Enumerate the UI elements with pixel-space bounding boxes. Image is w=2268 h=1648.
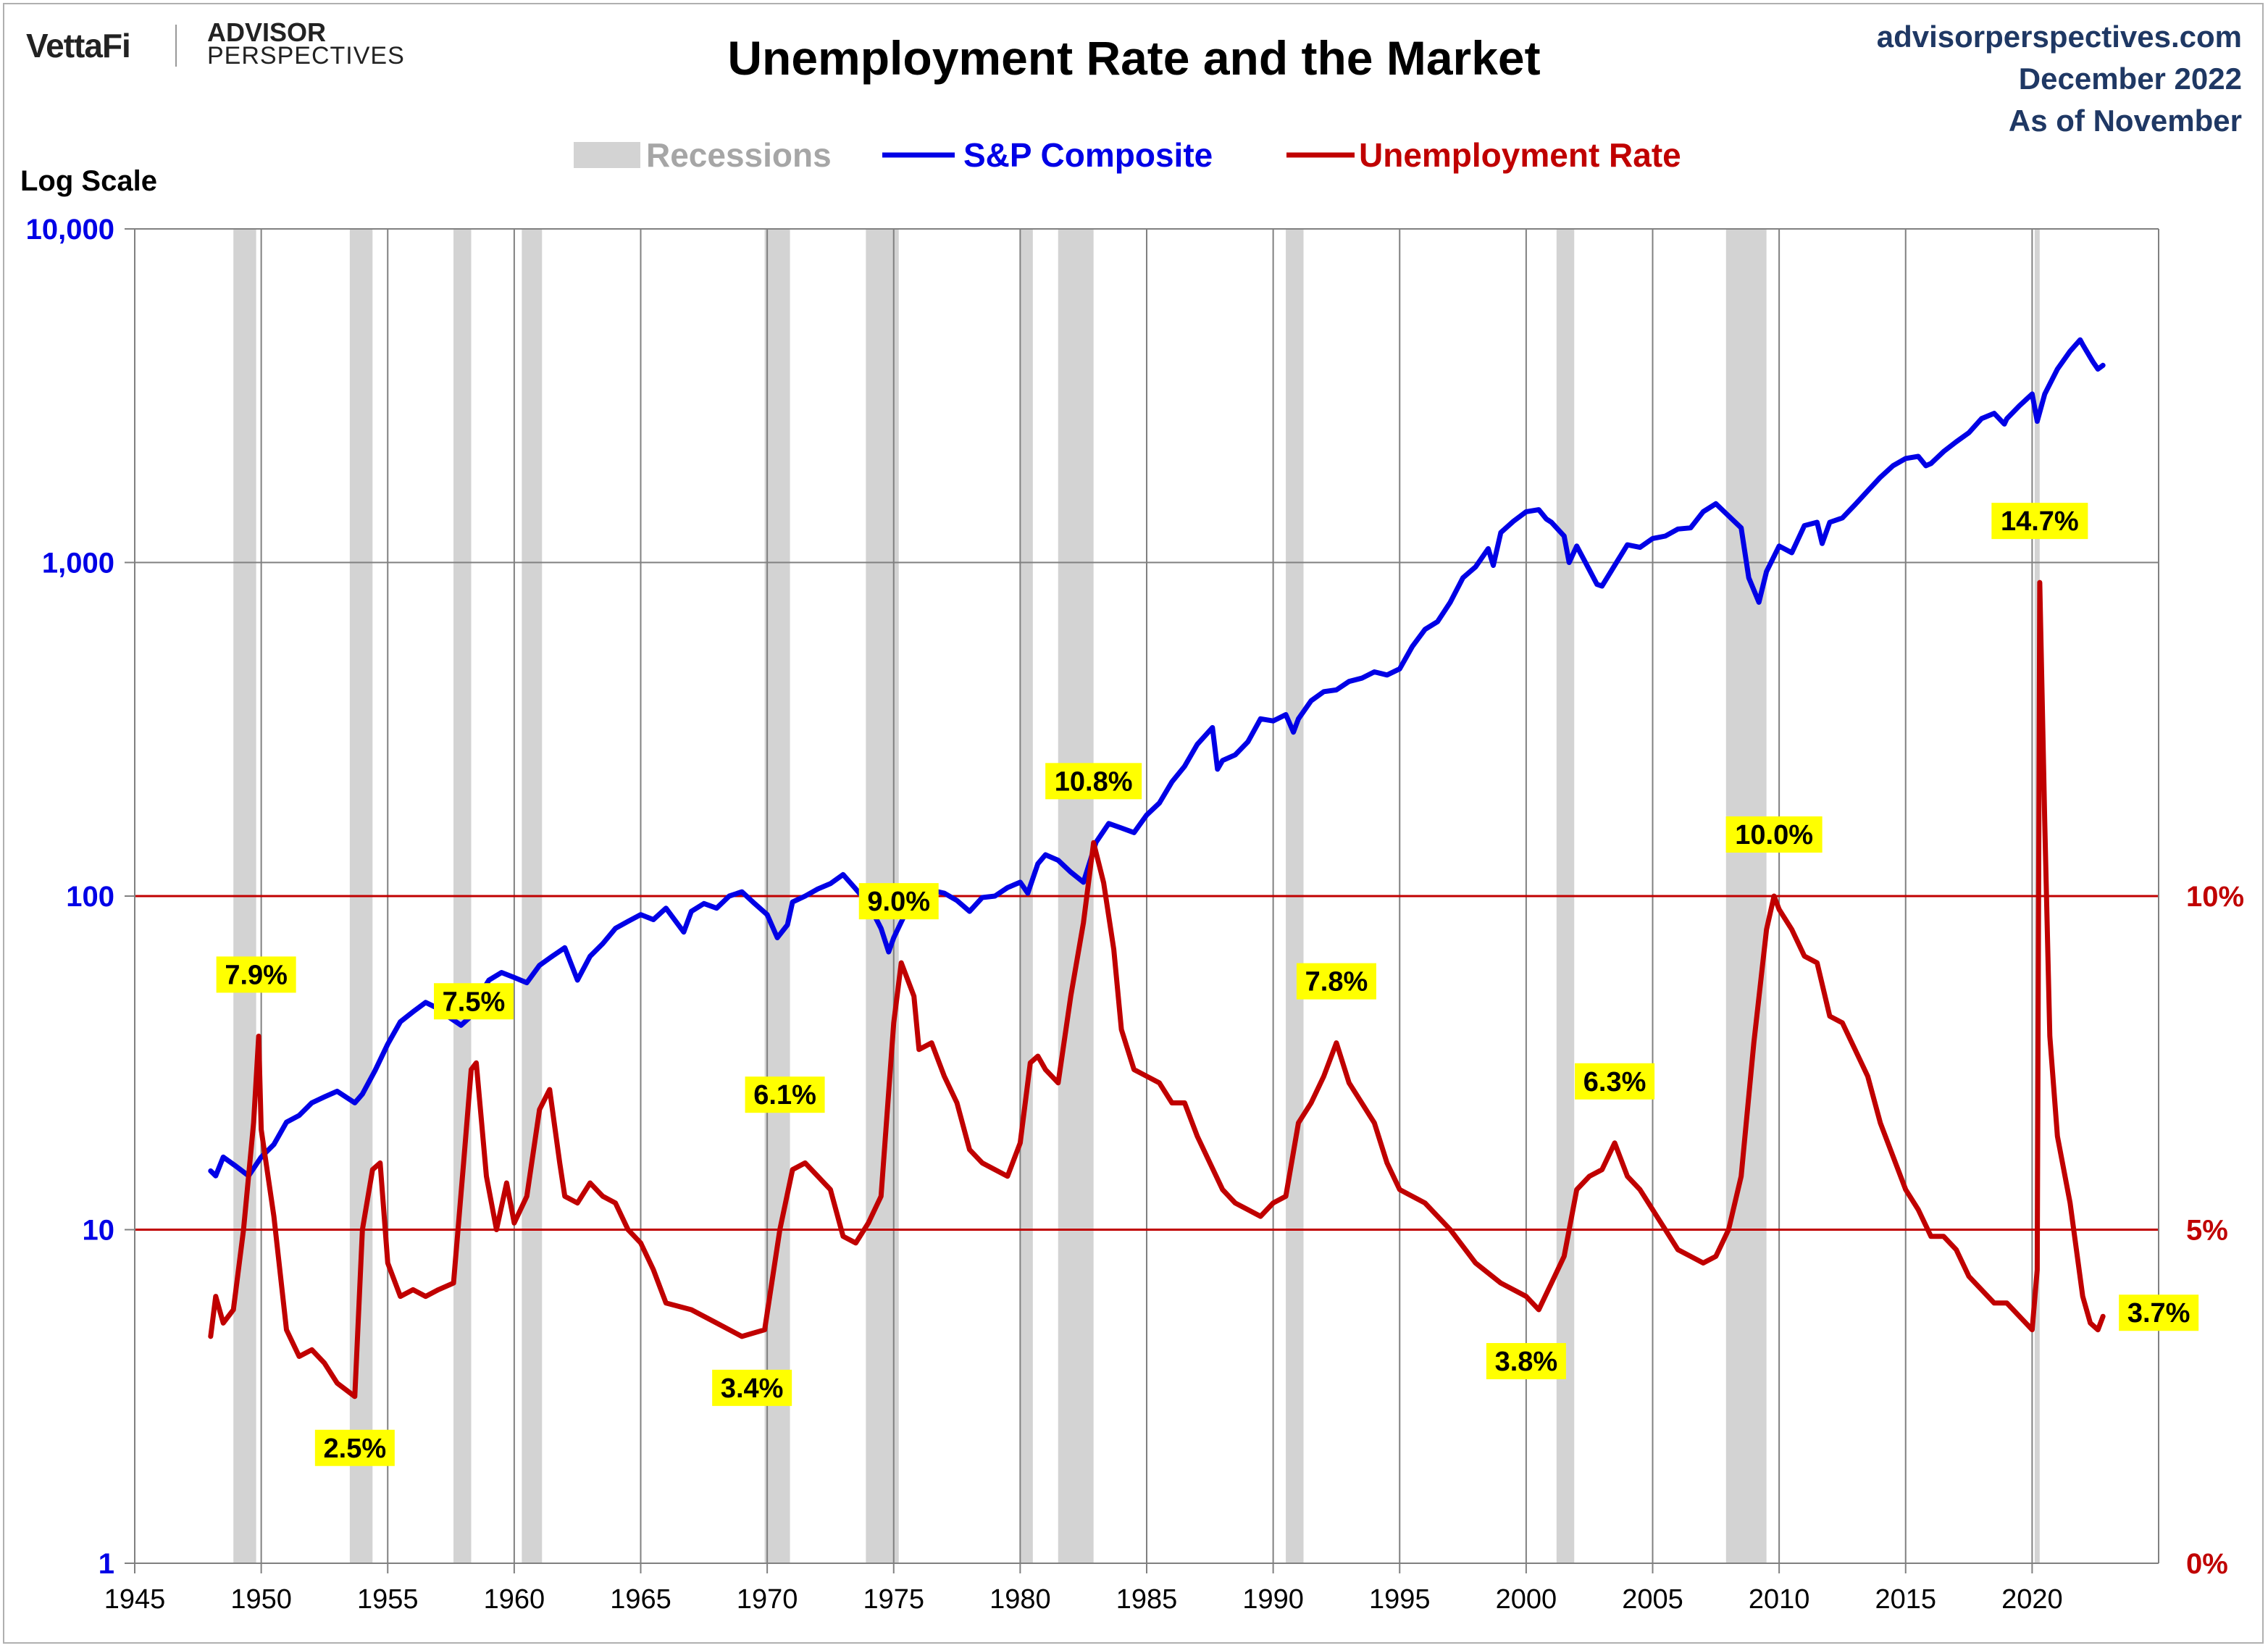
annotation-box <box>1486 1343 1566 1380</box>
x-tick-label: 1975 <box>863 1584 924 1615</box>
y-tick-label-left: 100 <box>66 881 114 913</box>
x-tick-label: 2000 <box>1496 1584 1557 1615</box>
annotation-label: 3.7% <box>2127 1298 2190 1329</box>
y-tick-label-right: 10% <box>2186 881 2244 913</box>
x-tick-label: 2015 <box>1875 1584 1936 1615</box>
y-tick-label-left: 10 <box>83 1215 115 1247</box>
date-label: December 2022 <box>2018 62 2242 96</box>
annotation-box <box>1725 816 1823 853</box>
annotation-box <box>1296 963 1376 1000</box>
x-tick-label: 1985 <box>1116 1584 1178 1615</box>
annotation-label: 2.5% <box>324 1434 387 1464</box>
y-tick-label-left: 10,000 <box>26 214 114 246</box>
annotation-box <box>314 1429 395 1466</box>
y-tick-label-right: 0% <box>2186 1548 2228 1580</box>
annotation-label: 7.8% <box>1305 967 1368 997</box>
annotation-box <box>1991 503 2088 540</box>
annotation-box <box>433 983 514 1020</box>
annotation-box <box>745 1076 825 1113</box>
chart-frame <box>3 3 2264 1644</box>
chart-title: Unemployment Rate and the Market <box>727 31 1541 85</box>
annotation-label: 6.3% <box>1583 1067 1646 1097</box>
y-tick-label-left: 1,000 <box>42 548 114 580</box>
annotation-box <box>1575 1063 1655 1100</box>
annotation-label: 3.8% <box>1495 1347 1558 1377</box>
annotation-box <box>1045 763 1142 800</box>
x-tick-label: 2005 <box>1622 1584 1683 1615</box>
advisor-logo-text: ADVISOR <box>207 17 327 47</box>
site-url: advisorperspectives.com <box>1876 20 2242 54</box>
x-tick-label: 1950 <box>230 1584 292 1615</box>
log-scale-label: Log Scale <box>20 165 157 197</box>
legend-label-sp: S&P Composite <box>963 136 1213 174</box>
x-tick-label: 1995 <box>1369 1584 1431 1615</box>
logo-divider <box>175 25 177 67</box>
x-tick-label: 2020 <box>2001 1584 2063 1615</box>
annotation-label: 7.5% <box>443 987 506 1017</box>
annotation-box <box>216 956 296 993</box>
sp-composite-line <box>208 337 2106 1179</box>
annotation-label: 7.9% <box>225 960 288 990</box>
x-tick-label: 1960 <box>484 1584 545 1615</box>
x-tick-label: 1980 <box>989 1584 1051 1615</box>
source-block: advisorperspectives.com December 2022 As… <box>1877 16 2242 142</box>
x-tick-label: 2010 <box>1749 1584 1810 1615</box>
x-tick-label: 1955 <box>357 1584 419 1615</box>
x-tick-label: 1970 <box>737 1584 798 1615</box>
unemployment-rate-line <box>208 580 2106 1400</box>
y-tick-label-right: 5% <box>2186 1215 2228 1247</box>
annotation-box <box>2119 1294 2199 1331</box>
annotation-label: 10.0% <box>1735 820 1813 850</box>
annotation-label: 3.4% <box>721 1373 784 1404</box>
legend-label-recessions: Recessions <box>646 136 832 174</box>
annotation-label: 9.0% <box>867 887 930 917</box>
annotation-label: 10.8% <box>1055 766 1133 797</box>
x-tick-label: 1945 <box>104 1584 166 1615</box>
vettafi-logo: VettaFi <box>26 27 131 64</box>
legend-swatch-recessions <box>574 142 640 168</box>
y-tick-label-left: 1 <box>99 1548 114 1580</box>
x-tick-label: 1965 <box>610 1584 671 1615</box>
as-of-label: As of November <box>2008 104 2242 138</box>
x-tick-label: 1990 <box>1242 1584 1304 1615</box>
annotation-box <box>712 1369 792 1406</box>
annotation-box <box>858 883 939 920</box>
annotation-label: 14.7% <box>2001 506 2079 537</box>
legend-label-unemployment: Unemployment Rate <box>1359 136 1681 174</box>
annotation-label: 6.1% <box>753 1080 816 1110</box>
perspectives-logo-text: PERSPECTIVES <box>207 42 405 70</box>
